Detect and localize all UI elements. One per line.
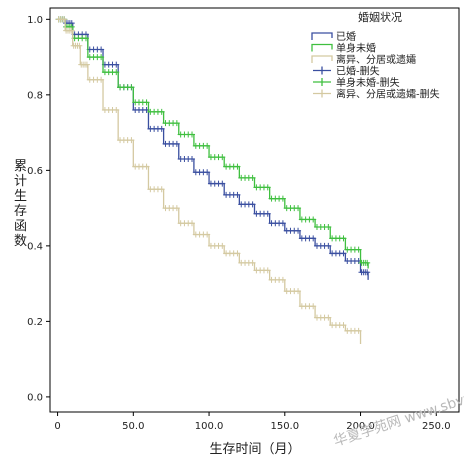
x-tick-label: 0 xyxy=(54,421,60,432)
censor-mark-1 xyxy=(310,216,317,223)
censor-mark-0 xyxy=(325,242,332,249)
censor-mark-0 xyxy=(189,156,196,163)
y-axis-label-char: 存 xyxy=(14,204,27,219)
censor-mark-1 xyxy=(113,69,120,76)
y-axis-label: 累计生存函数 xyxy=(14,159,27,249)
censor-mark-0 xyxy=(264,210,271,217)
censor-mark-2 xyxy=(234,250,241,257)
x-tick-label: 100.0 xyxy=(195,421,224,432)
censor-mark-1 xyxy=(340,235,347,242)
censor-mark-2 xyxy=(264,267,271,274)
x-axis-label: 生存时间（月） xyxy=(209,442,300,457)
censor-mark-2 xyxy=(98,76,105,83)
censor-mark-2 xyxy=(340,322,347,329)
censor-mark-0 xyxy=(279,220,286,227)
y-tick-label: 0.0 xyxy=(27,392,43,403)
censor-mark-0 xyxy=(234,191,241,198)
censor-mark-0 xyxy=(173,140,180,147)
censor-mark-2 xyxy=(113,106,120,113)
legend: 婚姻状况 已婚单身未婚离异、分居或遗孀已婚-删失单身未婚-删失离异、分居或遗孀-… xyxy=(311,10,440,101)
legend-label: 单身未婚-删失 xyxy=(336,76,400,89)
censor-mark-1 xyxy=(82,35,89,42)
censor-mark-0 xyxy=(340,250,347,257)
censor-mark-1 xyxy=(234,163,241,170)
censor-mark-1 xyxy=(128,84,135,91)
y-tick-label: 0.2 xyxy=(27,317,43,328)
x-tick-label: 250.0 xyxy=(422,421,451,432)
series-2 xyxy=(55,16,362,345)
y-axis-label-char: 数 xyxy=(14,234,27,249)
censor-mark-1 xyxy=(98,54,105,61)
censor-mark-0 xyxy=(249,201,256,208)
censor-mark-0 xyxy=(98,46,105,53)
censor-mark-1 xyxy=(295,205,302,212)
y-tick-label: 0.6 xyxy=(27,166,43,177)
censor-mark-0 xyxy=(310,235,317,242)
censor-mark-2 xyxy=(128,137,135,144)
legend-label: 已婚-删失 xyxy=(336,65,380,78)
legend-label: 已婚 xyxy=(336,30,356,43)
censor-mark-2 xyxy=(325,314,332,321)
censor-mark-1 xyxy=(158,108,165,115)
censor-mark-0 xyxy=(204,169,211,176)
censor-mark-0 xyxy=(219,180,226,187)
legend-label: 离异、分居或遗孀-删失 xyxy=(336,88,440,101)
legend-censor-swatch xyxy=(313,89,331,98)
legend-title: 婚姻状况 xyxy=(358,10,402,24)
y-tick-label: 1.0 xyxy=(27,15,43,26)
y-tick-label: 0.4 xyxy=(27,241,43,252)
legend-censor-swatch xyxy=(313,78,331,86)
censor-mark-1 xyxy=(364,259,371,266)
censor-mark-0 xyxy=(158,125,165,132)
survival-curves xyxy=(55,16,371,345)
censor-mark-2 xyxy=(295,288,302,295)
censor-mark-2 xyxy=(61,16,68,23)
x-axis: 0 50.0 100.0 150.0 200.0 250.0 xyxy=(54,412,451,432)
y-axis: 0.0 0.2 0.4 0.6 0.8 1.0 xyxy=(27,15,50,403)
censor-mark-2 xyxy=(173,205,180,212)
censor-mark-1 xyxy=(325,223,332,230)
censor-mark-2 xyxy=(143,163,150,170)
censor-mark-2 xyxy=(83,61,90,68)
censor-mark-1 xyxy=(219,154,226,161)
legend-label: 离异、分居或遗孀 xyxy=(336,53,416,66)
legend-line-swatch xyxy=(311,32,333,40)
censor-mark-2 xyxy=(204,231,211,238)
legend-line-swatch xyxy=(311,43,333,52)
censor-mark-1 xyxy=(249,174,256,181)
censor-mark-2 xyxy=(249,259,256,266)
censor-mark-0 xyxy=(295,227,302,234)
x-tick-label: 200.0 xyxy=(346,421,375,432)
censor-mark-1 xyxy=(173,120,180,127)
censor-mark-2 xyxy=(158,186,165,193)
censor-mark-0 xyxy=(113,61,120,68)
y-axis-label-char: 函 xyxy=(14,219,27,234)
censor-mark-1 xyxy=(189,131,196,138)
legend-censor-swatch xyxy=(313,66,331,75)
legend-label: 单身未婚 xyxy=(336,42,376,55)
x-tick-label: 150.0 xyxy=(270,421,299,432)
censor-mark-1 xyxy=(355,246,362,253)
x-tick-label: 50.0 xyxy=(122,421,144,432)
censor-mark-0 xyxy=(364,269,371,276)
censor-mark-2 xyxy=(68,27,75,34)
censor-mark-1 xyxy=(143,99,150,106)
censor-mark-2 xyxy=(189,220,196,227)
censor-mark-1 xyxy=(204,142,211,149)
censor-mark-2 xyxy=(219,242,226,249)
censor-mark-1 xyxy=(264,184,271,191)
censor-mark-2 xyxy=(355,327,362,334)
y-axis-label-char: 累 xyxy=(14,159,27,174)
censor-mark-1 xyxy=(279,195,286,202)
y-tick-label: 0.8 xyxy=(27,90,43,101)
y-axis-label-char: 计 xyxy=(14,174,27,189)
legend-line-swatch xyxy=(311,55,333,63)
y-axis-label-char: 生 xyxy=(14,189,27,204)
censor-mark-2 xyxy=(310,303,317,310)
censor-mark-2 xyxy=(76,42,83,49)
censor-mark-2 xyxy=(279,276,286,283)
